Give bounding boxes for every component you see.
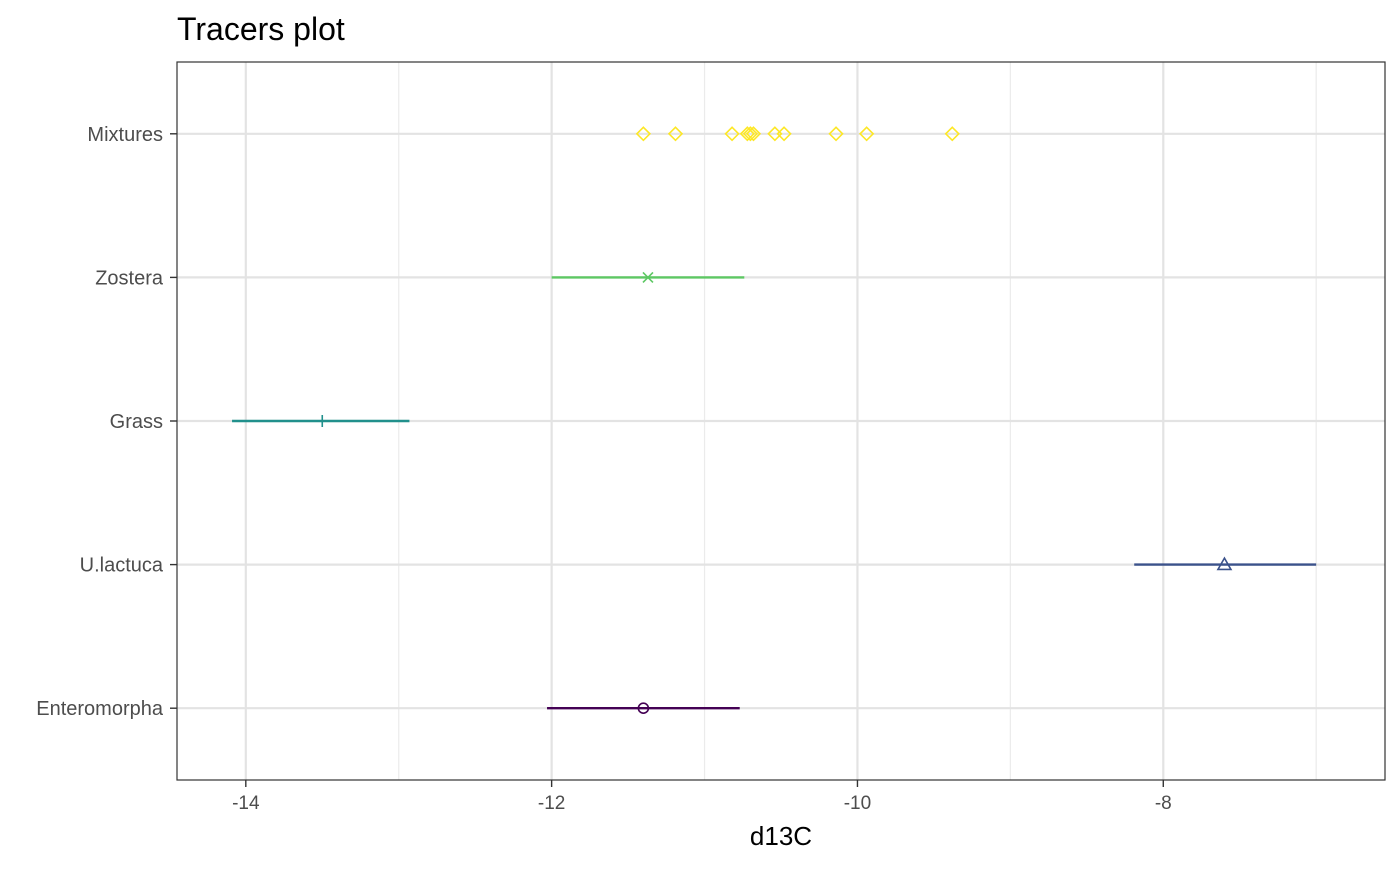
mean-point-u-lactuca [1216,556,1233,571]
x-axis-title: d13C [750,821,812,851]
mixture-point [944,126,960,142]
x-tick-label: -8 [1155,793,1172,814]
series-layer [232,126,1317,715]
mixture-point [667,126,684,142]
y-tick-label-u-lactuca: U.lactuca [80,555,164,577]
mixture-point [742,126,759,142]
mean-point-zostera [642,271,654,283]
x-tick-label: -12 [538,793,565,814]
y-tick-label-grass: Grass [110,411,163,433]
y-tick-label-enteromorpha: Enteromorpha [36,698,164,720]
x-tick-label: -10 [844,793,871,814]
mixture-point [739,126,755,142]
axis-layer: -14 -12 -10 -8 Enteromorpha U.lactuca Grass Zos… [36,124,1171,814]
mixture-point [745,126,762,142]
chart-title: Tracers plot [177,11,345,47]
mixture-point [724,126,740,142]
mixture-point [776,126,792,142]
mixture-point [828,126,844,142]
y-tick-label-mixtures: Mixtures [87,124,163,146]
mean-point-grass [316,415,329,427]
mixture-point [635,126,652,142]
x-tick-label: -14 [232,793,260,814]
mixture-point [858,126,875,142]
y-tick-label-zostera: Zostera [95,267,164,289]
mean-point-enteromorpha [637,702,650,715]
